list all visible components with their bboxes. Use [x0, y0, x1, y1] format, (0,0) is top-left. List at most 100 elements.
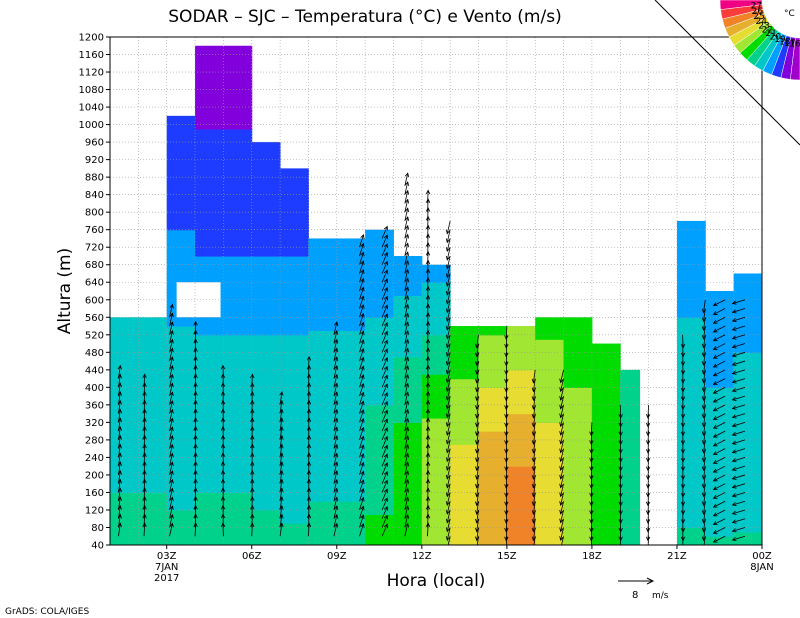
temperature-cell [280, 435, 309, 441]
temperature-cell [393, 317, 423, 323]
wind-vector [404, 470, 409, 484]
temperature-cell [251, 295, 281, 301]
temperature-cell [195, 312, 253, 318]
wind-arrowhead [531, 405, 537, 410]
wind-arrowhead [731, 501, 737, 507]
wind-arrowhead [680, 361, 686, 367]
wind-arrowhead [169, 513, 174, 519]
wind-arrowhead [731, 396, 737, 401]
temperature-cell [506, 356, 536, 362]
wind-vector [251, 426, 253, 440]
wind-vector [713, 509, 726, 517]
wind-vector [404, 313, 409, 327]
temperature-cell [110, 369, 168, 375]
wind-arrowhead [531, 518, 537, 524]
wind-vector [713, 439, 726, 447]
wind-vector [732, 299, 746, 304]
wind-arrowhead [712, 328, 718, 333]
wind-vector [308, 461, 310, 475]
wind-vector [446, 282, 451, 295]
wind-vector [308, 426, 310, 440]
wind-vector [647, 492, 650, 506]
wind-profile [333, 321, 339, 537]
wind-arrowhead [425, 391, 431, 396]
wind-arrowhead [645, 457, 651, 463]
wind-arrowhead [169, 391, 174, 397]
temperature-cell [705, 496, 735, 502]
temperature-cell [421, 492, 451, 498]
temperature-cell [365, 413, 394, 419]
temperature-cell [280, 413, 309, 419]
temperature-cell [563, 352, 593, 358]
wind-vector [446, 518, 451, 532]
temperature-cell [280, 185, 309, 191]
temperature-cell [563, 413, 593, 419]
wind-vector [194, 391, 197, 405]
wind-arrowhead [360, 514, 365, 520]
wind-vector [446, 404, 451, 418]
wind-arrowhead [475, 431, 480, 437]
wind-arrowhead [445, 536, 451, 542]
temperature-cell [733, 457, 762, 463]
wind-vector [194, 348, 197, 362]
temperature-cell [280, 238, 309, 244]
wind-arrowhead [504, 449, 509, 454]
wind-arrowhead [731, 519, 737, 524]
temperature-cell [506, 457, 536, 463]
temperature-cell [506, 509, 536, 515]
wind-vector [381, 489, 388, 502]
wind-vector [560, 431, 564, 444]
wind-arrowhead [360, 435, 365, 441]
wind-arrowhead [404, 513, 410, 519]
wind-arrowhead [169, 303, 174, 309]
y-axis-label: Altura (m) [55, 248, 75, 334]
wind-arrowhead [589, 527, 594, 533]
wind-arrowhead [306, 469, 312, 475]
wind-vector [279, 418, 283, 432]
wind-arrowhead [306, 355, 312, 361]
temperature-cell [450, 531, 480, 537]
temperature-cell [195, 251, 253, 257]
wind-arrowhead [425, 426, 431, 431]
wind-vector [560, 527, 564, 541]
temperature-cell [365, 312, 394, 318]
wind-arrowhead [404, 251, 410, 257]
temperature-cell [705, 400, 735, 406]
wind-vector [381, 515, 388, 528]
temperature-cell [450, 439, 480, 445]
temperature-cell [365, 321, 394, 327]
temperature-cell [251, 269, 281, 275]
wind-vector [118, 453, 121, 467]
temperature-cell [591, 387, 621, 393]
temperature-cell [251, 264, 281, 270]
wind-arrowhead [193, 329, 198, 335]
wind-vector [143, 444, 146, 458]
wind-profile [250, 373, 255, 537]
temperature-cell [478, 396, 508, 402]
wind-arrowhead [425, 294, 431, 300]
wind-vector [647, 457, 650, 471]
wind-arrowhead [731, 431, 737, 437]
temperature-cell [251, 356, 281, 362]
temperature-cell [450, 435, 480, 441]
temperature-cell [251, 207, 281, 213]
wind-arrowhead [559, 518, 564, 524]
temperature-cell [676, 299, 706, 305]
temperature-cell [705, 444, 735, 450]
temperature-cell [450, 396, 480, 402]
temperature-cell [195, 282, 253, 288]
temperature-cell [591, 488, 621, 494]
wind-vector [308, 409, 310, 423]
wind-vector [647, 466, 650, 480]
wind-vector [427, 488, 429, 502]
wind-arrowhead [169, 417, 174, 423]
wind-vector [118, 418, 121, 432]
temperature-cell [280, 264, 309, 270]
wind-arrowhead [618, 475, 623, 481]
temperature-cell [506, 413, 536, 419]
wind-vector [560, 404, 564, 418]
temperature-cell [308, 308, 366, 314]
wind-arrowhead [701, 396, 707, 402]
temperature-cell [478, 483, 508, 489]
wind-arrowhead [701, 370, 707, 375]
